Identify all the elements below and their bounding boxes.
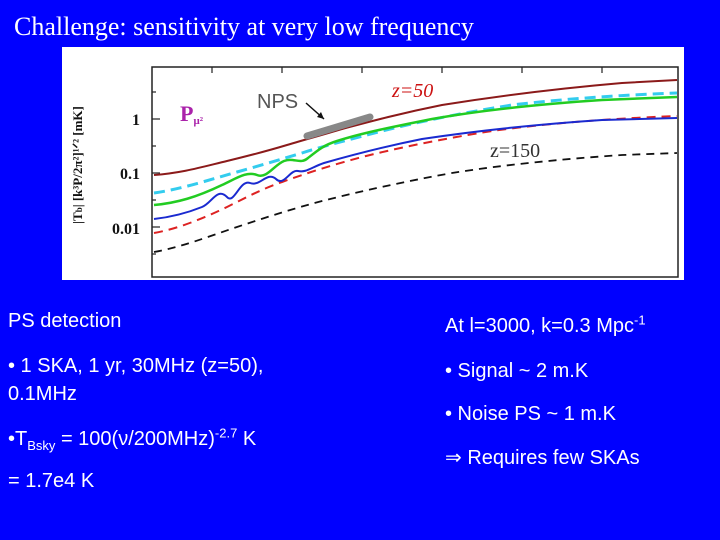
right-bullet-2: • Noise PS ~ 1 m.K bbox=[445, 403, 616, 425]
y-tick-0-1: 0.1 bbox=[120, 166, 140, 183]
right-bullet-1: • Signal ~ 2 m.K bbox=[445, 360, 589, 382]
left-bullet-2: •TBsky = 100(ν/200MHz)-2.7 K bbox=[8, 425, 257, 453]
left-bullet-1-line-2: 0.1MHz bbox=[8, 383, 77, 405]
right-heading-text: At l=3000, k=0.3 Mpc bbox=[445, 315, 635, 337]
svg-text:|Tb| [k³P/2π²]¹ᐟ² [mK]: |Tb| [k³P/2π²]¹ᐟ² [mK] bbox=[70, 106, 85, 224]
bullet2-mid: = 100(ν/200MHz) bbox=[55, 428, 215, 450]
legend-p-text: P bbox=[180, 101, 193, 126]
y-tick-0-01: 0.01 bbox=[112, 221, 140, 238]
left-bullet-1-line-1: • 1 SKA, 1 yr, 30MHz (z=50), bbox=[8, 355, 264, 377]
curve-black-dashed bbox=[153, 152, 678, 253]
left-result: = 1.7e4 K bbox=[8, 470, 95, 492]
power-spectrum-plot: |Tb| [k³P/2π²]¹ᐟ² [mK] 1 0.1 0.01 bbox=[62, 47, 684, 280]
legend-p-label: Pμ² bbox=[180, 101, 204, 127]
left-heading: PS detection bbox=[8, 310, 122, 332]
bullet2-suffix: K bbox=[237, 428, 257, 450]
right-heading: At l=3000, k=0.3 Mpc-1 bbox=[445, 312, 646, 339]
slide-title: Challenge: sensitivity at very low frequ… bbox=[14, 12, 474, 41]
right-column: At l=3000, k=0.3 Mpc-1 • Signal ~ 2 m.K … bbox=[445, 309, 715, 529]
curve-red-dashed bbox=[153, 115, 678, 234]
nps-bar bbox=[303, 113, 374, 140]
y-tick-1: 1 bbox=[132, 112, 140, 129]
legend-p-sub: μ² bbox=[193, 115, 203, 127]
y-label-part2: | [k³P/2π²]¹ᐟ² [mK] bbox=[70, 106, 85, 207]
y-axis-label: |Tb| [k³P/2π²]¹ᐟ² [mK] bbox=[70, 106, 85, 224]
curve-blue bbox=[153, 117, 678, 220]
right-conclusion: ⇒ Requires few SKAs bbox=[445, 447, 640, 469]
nps-arrowhead bbox=[317, 112, 324, 119]
bullet2-prefix: •T bbox=[8, 428, 28, 450]
right-heading-sup: -1 bbox=[634, 312, 646, 328]
left-column: PS detection • 1 SKA, 1 yr, 30MHz (z=50)… bbox=[8, 309, 348, 529]
nps-label: NPS bbox=[257, 91, 298, 113]
bullet2-sub: Bsky bbox=[27, 438, 56, 453]
y-label-sub: b bbox=[74, 207, 84, 212]
curve-green bbox=[153, 95, 678, 207]
plot-frame bbox=[151, 66, 679, 278]
plot-svg: |Tb| [k³P/2π²]¹ᐟ² [mK] 1 0.1 0.01 bbox=[70, 66, 679, 278]
axis-ticks bbox=[152, 67, 603, 255]
y-label-part1: |T bbox=[70, 212, 85, 224]
curve-cyan-dashed bbox=[153, 91, 678, 195]
z50-label: z=50 bbox=[391, 80, 433, 102]
z150-label: z=150 bbox=[490, 140, 540, 162]
bullet2-sup: -2.7 bbox=[214, 425, 238, 441]
